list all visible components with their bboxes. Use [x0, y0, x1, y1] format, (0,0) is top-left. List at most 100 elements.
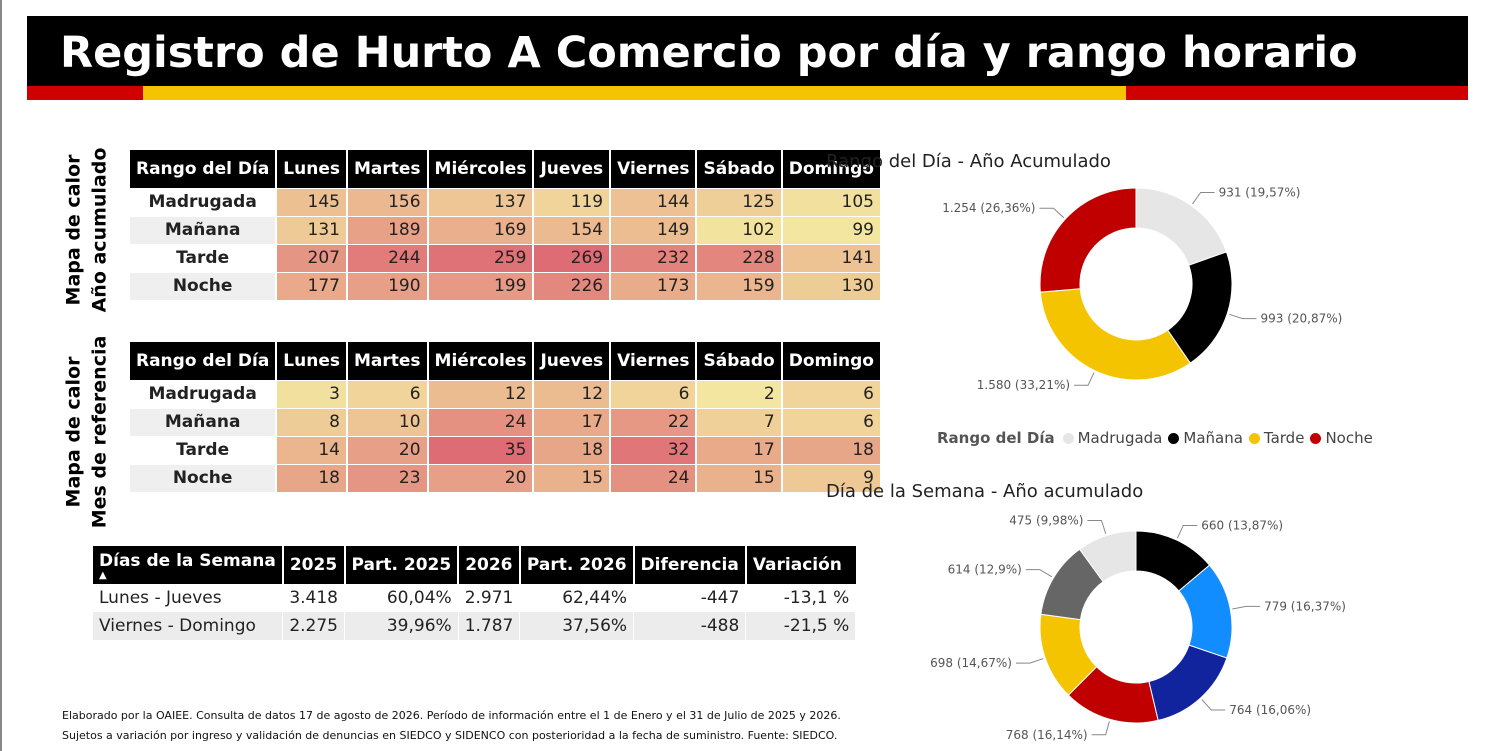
heat-cell: 22 [610, 407, 698, 436]
label-leader-line [1192, 192, 1215, 205]
legend-label: Madrugada [1077, 429, 1163, 447]
data-label: 931 (19,57%) [1219, 186, 1301, 200]
heat-cell: 177 [276, 271, 348, 300]
summary-column-header: Part. 2025 [344, 546, 460, 584]
label-leader-line [1039, 207, 1065, 219]
donut-rango-chart: 931 (19,57%) 993 (20,87%) 1.580 (33,21%) 1.… [942, 186, 1343, 393]
heat-cell: 20 [427, 463, 535, 492]
donut-semana-title: Día de la Semana - Año acumulado [826, 481, 1144, 502]
data-label: 768 (16,14%) [1006, 728, 1088, 742]
summary-column-header: Part. 2026 [519, 546, 635, 584]
heat-cell: 6 [346, 379, 429, 408]
donut-slice[interactable] [1039, 288, 1191, 381]
label-leader-line [1176, 524, 1198, 539]
header-stripe-red-left [27, 86, 143, 100]
heat-cell: 12 [533, 379, 612, 408]
label-leader-line [1201, 699, 1226, 711]
legend-dot-icon [1062, 432, 1074, 444]
donut-slice[interactable] [1148, 644, 1228, 722]
data-label: 1.580 (33,21%) [977, 378, 1070, 392]
heatmap-mes-table: Rango del Día Lunes Martes Miércoles Jueves V… [130, 342, 880, 492]
footer-line1: Elaborado por la OAIEE. Consulta de dato… [62, 709, 841, 722]
heat-cell: 259 [427, 243, 535, 272]
column-header-day: Martes [346, 342, 429, 380]
heat-cell: 199 [427, 271, 535, 300]
heat-cell: 226 [533, 271, 612, 300]
data-label: 993 (20,87%) [1261, 312, 1343, 326]
summary-column-header[interactable]: Días de la Semana ▲ [93, 546, 284, 584]
legend-item[interactable]: Madrugada [1062, 429, 1163, 447]
heat-cell: 6 [781, 379, 880, 408]
legend-item[interactable]: Tarde [1248, 429, 1305, 447]
footer-note: Elaborado por la OAIEE. Consulta de dato… [62, 706, 841, 746]
heat-cell: 3 [276, 379, 348, 408]
summary-cell: 2.275 [282, 612, 345, 640]
heat-cell: 24 [427, 407, 535, 436]
data-label: 475 (9,98%) [1009, 513, 1083, 527]
legend-title: Rango del Día [937, 429, 1055, 447]
heatmap-acumulado-side-label: Mapa de calor Año acumulado [56, 148, 116, 313]
row-label: Noche [130, 271, 278, 300]
label-leader-line [1229, 313, 1257, 320]
column-header-day: Miércoles [427, 342, 535, 380]
data-label: 660 (13,87%) [1201, 518, 1283, 532]
heat-cell: 9 [781, 463, 880, 492]
summary-column-header: 2025 [282, 546, 346, 584]
sort-asc-icon[interactable]: ▲ [99, 569, 107, 581]
summary-cell: -488 [633, 612, 747, 640]
table-row: Viernes - Domingo 2.275 39,96% 1.787 37,56% -… [93, 612, 857, 640]
column-header-day: Sábado [696, 342, 783, 380]
legend-dot-icon [1310, 432, 1322, 444]
heat-cell: 17 [696, 435, 783, 464]
label-leader-line [1087, 519, 1107, 534]
summary-cell: 2.971 [458, 584, 521, 612]
heat-cell: 207 [276, 243, 348, 272]
summary-cell: -447 [633, 584, 747, 612]
column-header-day: Domingo [781, 150, 880, 188]
heat-cell: 130 [781, 271, 880, 300]
heat-cell: 145 [276, 187, 348, 216]
column-header-day: Viernes [610, 342, 698, 380]
heat-cell: 23 [346, 463, 429, 492]
donut-slice[interactable] [1135, 187, 1228, 266]
label-leader-line [1025, 569, 1053, 578]
heat-cell: 7 [696, 407, 783, 436]
summary-cell: 3.418 [282, 584, 345, 612]
legend-item[interactable]: Mañana [1168, 429, 1243, 447]
label-leader-line [1074, 372, 1095, 386]
row-label: Tarde [130, 243, 278, 272]
donut-rango-legend: Rango del Día Madrugada Mañana Tarde Noche [937, 429, 1379, 447]
header-bar: Registro de Hurto A Comercio por día y r… [27, 16, 1468, 86]
table-row: Tarde 14 20 35 18 32 17 18 [130, 435, 880, 464]
summary-row-label: Viernes - Domingo [93, 612, 284, 640]
legend-label: Tarde [1263, 429, 1305, 447]
heat-cell: 18 [533, 435, 612, 464]
legend-item[interactable]: Noche [1310, 429, 1373, 447]
heat-cell: 244 [346, 243, 429, 272]
heat-cell: 32 [610, 435, 698, 464]
heat-cell: 12 [427, 379, 535, 408]
column-header-rango: Rango del Día [130, 150, 278, 188]
heat-cell: 189 [346, 215, 429, 244]
legend-dot-icon [1248, 432, 1260, 444]
table-row: Tarde 207 244 259 269 232 228 141 [130, 243, 880, 272]
side-label-line1: Mapa de calor [62, 154, 85, 306]
heat-cell: 6 [610, 379, 698, 408]
heat-cell: 17 [533, 407, 612, 436]
row-label: Madrugada [130, 187, 278, 216]
donut-slice[interactable] [1078, 530, 1137, 583]
column-header-day: Domingo [781, 342, 880, 380]
heat-cell: 8 [276, 407, 348, 436]
data-label: 764 (16,06%) [1229, 703, 1311, 717]
heatmap-mes-side-label: Mapa de calor Mes de referencia [56, 336, 116, 529]
table-row: Noche 177 190 199 226 173 159 130 [130, 271, 880, 300]
legend-dot-icon [1168, 432, 1180, 444]
heat-cell: 20 [346, 435, 429, 464]
table-row: Mañana 8 10 24 17 22 7 6 [130, 407, 880, 436]
column-header-day: Jueves [533, 342, 612, 380]
table-row: Mañana 131 189 169 154 149 102 99 [130, 215, 880, 244]
heat-cell: 6 [781, 407, 880, 436]
column-header-day: Sábado [696, 150, 783, 188]
donut-slice[interactable] [1039, 187, 1137, 293]
heat-cell: 35 [427, 435, 535, 464]
